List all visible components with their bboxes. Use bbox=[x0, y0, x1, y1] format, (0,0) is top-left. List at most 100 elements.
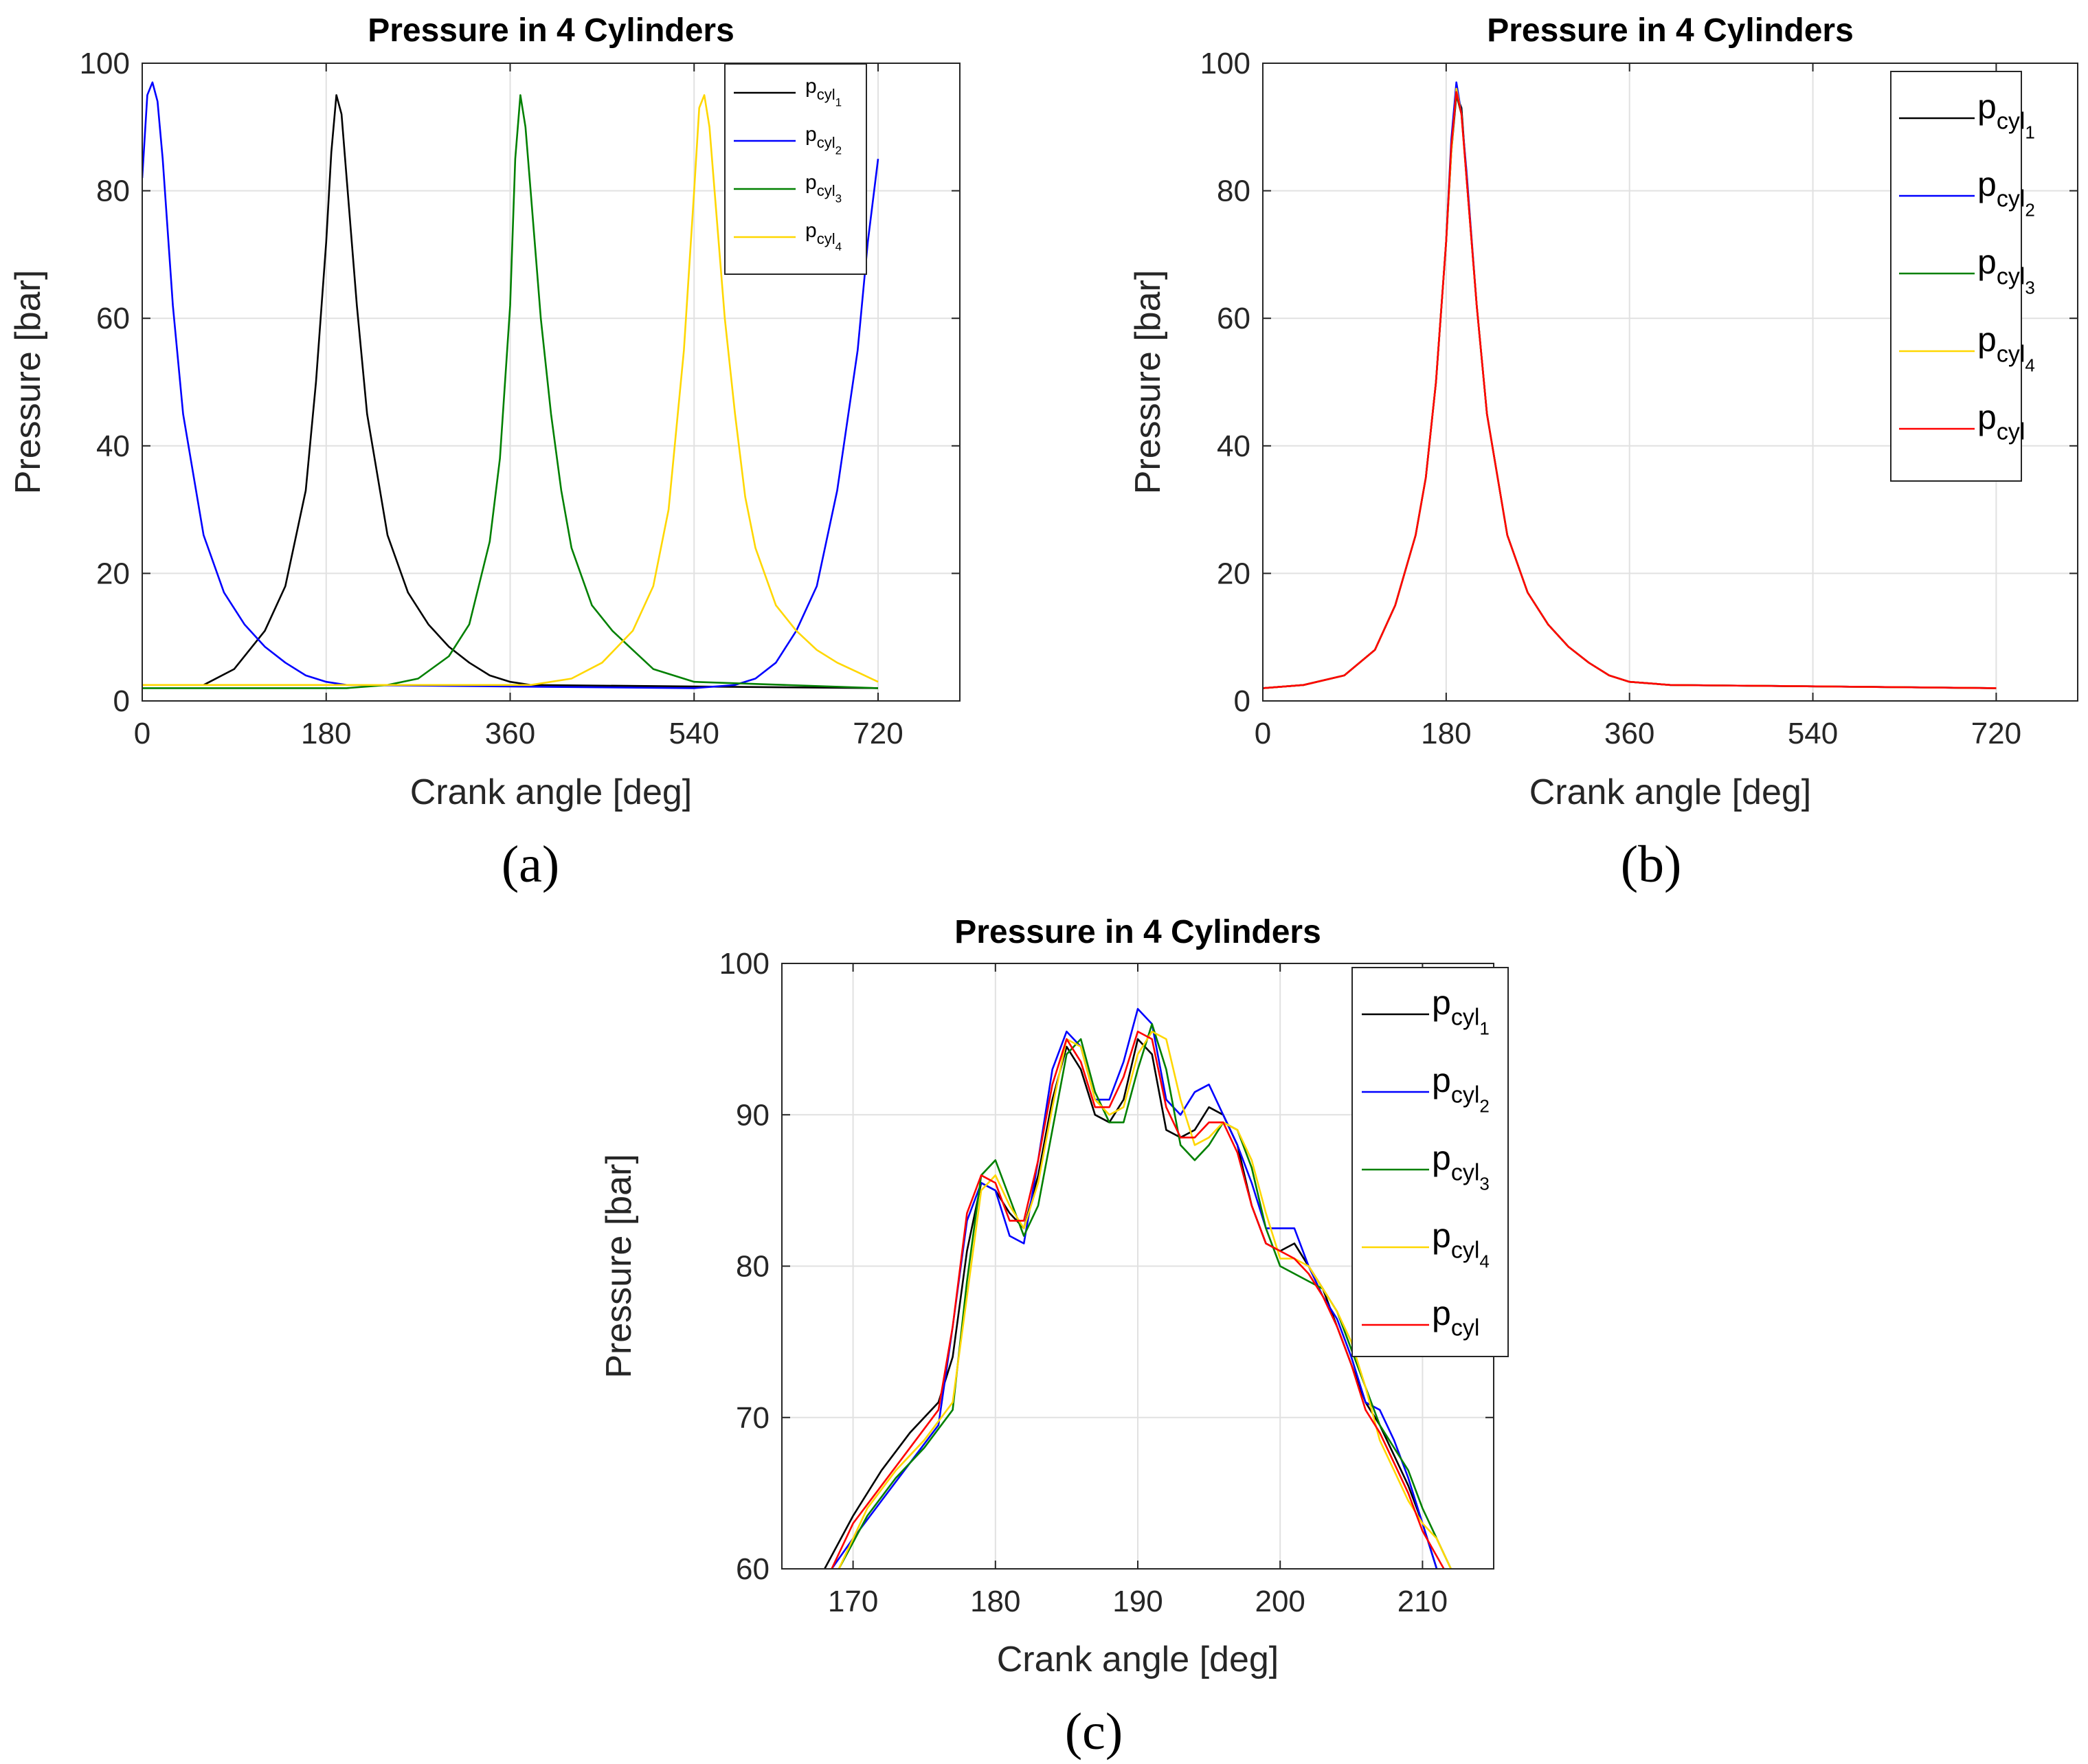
legend-label-sub: cyl bbox=[1997, 341, 2025, 367]
chart-title: Pressure in 4 Cylinders bbox=[368, 12, 734, 49]
series-line-p-cyl2 bbox=[831, 1007, 1438, 1569]
series-group bbox=[1263, 81, 1997, 689]
y-tick-label: 0 bbox=[1234, 684, 1250, 718]
y-tick-label: 100 bbox=[719, 947, 770, 981]
caption-a: (a) bbox=[502, 836, 559, 893]
legend-label-base: p bbox=[1977, 87, 1997, 126]
y-tick-label: 40 bbox=[96, 429, 130, 463]
legend-label-sub: cyl bbox=[1997, 186, 2025, 212]
legend-entry-p-cyl: pcyl bbox=[1432, 1294, 1479, 1341]
y-tick-label: 100 bbox=[80, 47, 130, 80]
legend-label-subsub: 3 bbox=[835, 192, 842, 205]
series-line-p-cyl bbox=[831, 1030, 1445, 1569]
legend-entry-p-cyl2: pcyl2 bbox=[1977, 165, 2035, 221]
axes-box bbox=[1262, 63, 2078, 702]
chart-title: Pressure in 4 Cylinders bbox=[954, 914, 1321, 950]
series-line-p-cyl4 bbox=[838, 1030, 1452, 1569]
y-tick-label: 20 bbox=[1217, 557, 1250, 590]
legend-label-subsub: 3 bbox=[2025, 278, 2034, 298]
legend-label-sub: cyl bbox=[817, 182, 835, 199]
chart-title: Pressure in 4 Cylinders bbox=[1487, 12, 1854, 49]
x-tick-label: 170 bbox=[828, 1585, 878, 1618]
legend-label-base: p bbox=[1432, 983, 1451, 1022]
legend-label-base: p bbox=[805, 219, 817, 242]
series-line-p-cyl3 bbox=[838, 1023, 1452, 1569]
y-tick-label: 90 bbox=[736, 1098, 770, 1132]
series-line-p-cyl3 bbox=[142, 94, 879, 689]
series-line-p-cyl1 bbox=[203, 94, 879, 689]
x-tick-label: 190 bbox=[1112, 1585, 1163, 1618]
y-axis-label: Pressure [bar] bbox=[8, 270, 48, 495]
y-tick-label: 100 bbox=[1200, 47, 1250, 80]
y-tick-label: 20 bbox=[96, 557, 130, 590]
legend-label-base: p bbox=[1432, 1061, 1451, 1099]
legend-entry-p-cyl4: pcyl4 bbox=[1977, 320, 2035, 376]
y-tick-label: 70 bbox=[736, 1401, 770, 1435]
y-tick-label: 80 bbox=[736, 1250, 770, 1284]
x-tick-label: 0 bbox=[134, 717, 150, 750]
legend-box bbox=[1351, 967, 1509, 1357]
x-tick-label: 210 bbox=[1397, 1585, 1448, 1618]
legend-label-subsub: 2 bbox=[2025, 200, 2034, 221]
y-tick-label: 60 bbox=[1217, 302, 1250, 335]
legend-entry-p-cyl1: pcyl1 bbox=[805, 75, 842, 109]
legend-label-sub: cyl bbox=[1451, 1315, 1480, 1341]
legend-label-subsub: 2 bbox=[1479, 1096, 1489, 1117]
series-line-p-cyl2 bbox=[142, 81, 879, 689]
x-tick-label: 200 bbox=[1255, 1585, 1305, 1618]
legend-label-sub: cyl bbox=[1997, 418, 2025, 445]
series-line-p-cyl bbox=[1263, 91, 1997, 689]
legend-label-sub: cyl bbox=[1997, 263, 2025, 289]
x-tick-label: 0 bbox=[1255, 717, 1271, 750]
x-axis-label: Crank angle [deg] bbox=[410, 772, 693, 812]
legend-label-subsub: 1 bbox=[1479, 1018, 1489, 1039]
legend-entry-p-cyl2: pcyl2 bbox=[1432, 1061, 1490, 1117]
caption-b: (b) bbox=[1621, 836, 1682, 893]
axes-box bbox=[142, 63, 961, 702]
legend-label-sub: cyl bbox=[1997, 108, 2025, 134]
series-group bbox=[142, 81, 879, 689]
legend-label-base: p bbox=[1977, 243, 1997, 281]
x-tick-label: 180 bbox=[970, 1585, 1020, 1618]
caption-c: (c) bbox=[1065, 1703, 1123, 1761]
legend-label-sub: cyl bbox=[1451, 1159, 1480, 1185]
legend-label-subsub: 4 bbox=[2025, 355, 2034, 376]
legend-entry-p-cyl1: pcyl1 bbox=[1977, 87, 2035, 143]
series-line-p-cyl4 bbox=[142, 94, 879, 686]
legend-label-sub: cyl bbox=[817, 134, 835, 151]
x-tick-label: 180 bbox=[301, 717, 351, 750]
x-tick-label: 540 bbox=[669, 717, 719, 750]
legend-label-subsub: 3 bbox=[1479, 1174, 1489, 1194]
legend-entry-p-cyl4: pcyl4 bbox=[805, 219, 842, 253]
x-tick-label: 720 bbox=[1971, 717, 2021, 750]
x-tick-label: 360 bbox=[1604, 717, 1654, 750]
legend-label-base: p bbox=[1977, 398, 1997, 436]
legend-entry-p-cyl3: pcyl3 bbox=[1977, 243, 2035, 298]
y-tick-label: 60 bbox=[736, 1552, 770, 1586]
chart-a: 0 180 360 540 720 0 20 40 60 80 100 Pressure in 4 C… bbox=[8, 12, 961, 812]
legend-label-sub: cyl bbox=[817, 86, 835, 103]
legend-label-sub: cyl bbox=[1451, 1237, 1480, 1263]
legend-label-base: p bbox=[805, 123, 817, 146]
chart-c: 170 180 190 200 210 60 70 80 90 100 Pressure in 4 … bbox=[599, 914, 1509, 1679]
y-tick-label: 60 bbox=[96, 302, 130, 335]
series-group bbox=[824, 1007, 1452, 1569]
chart-b: 0 180 360 540 720 0 20 40 60 80 100 Pressure in 4 C… bbox=[1128, 12, 2078, 812]
legend-label-sub: cyl bbox=[1451, 1004, 1480, 1030]
legend-label-sub: cyl bbox=[817, 230, 835, 247]
x-axis-label: Crank angle [deg] bbox=[1529, 772, 1812, 812]
legend-box bbox=[724, 63, 867, 275]
legend-entry-p-cyl2: pcyl2 bbox=[805, 123, 842, 157]
legend-label-subsub: 2 bbox=[835, 144, 842, 157]
legend-entry-p-cyl: pcyl bbox=[1977, 398, 2025, 445]
legend-label-base: p bbox=[1977, 320, 1997, 359]
legend-label-subsub: 4 bbox=[835, 240, 842, 253]
legend-box bbox=[1890, 71, 2022, 482]
y-tick-label: 40 bbox=[1217, 429, 1250, 463]
legend-label-sub: cyl bbox=[1451, 1082, 1480, 1108]
x-axis-label: Crank angle [deg] bbox=[997, 1640, 1279, 1679]
